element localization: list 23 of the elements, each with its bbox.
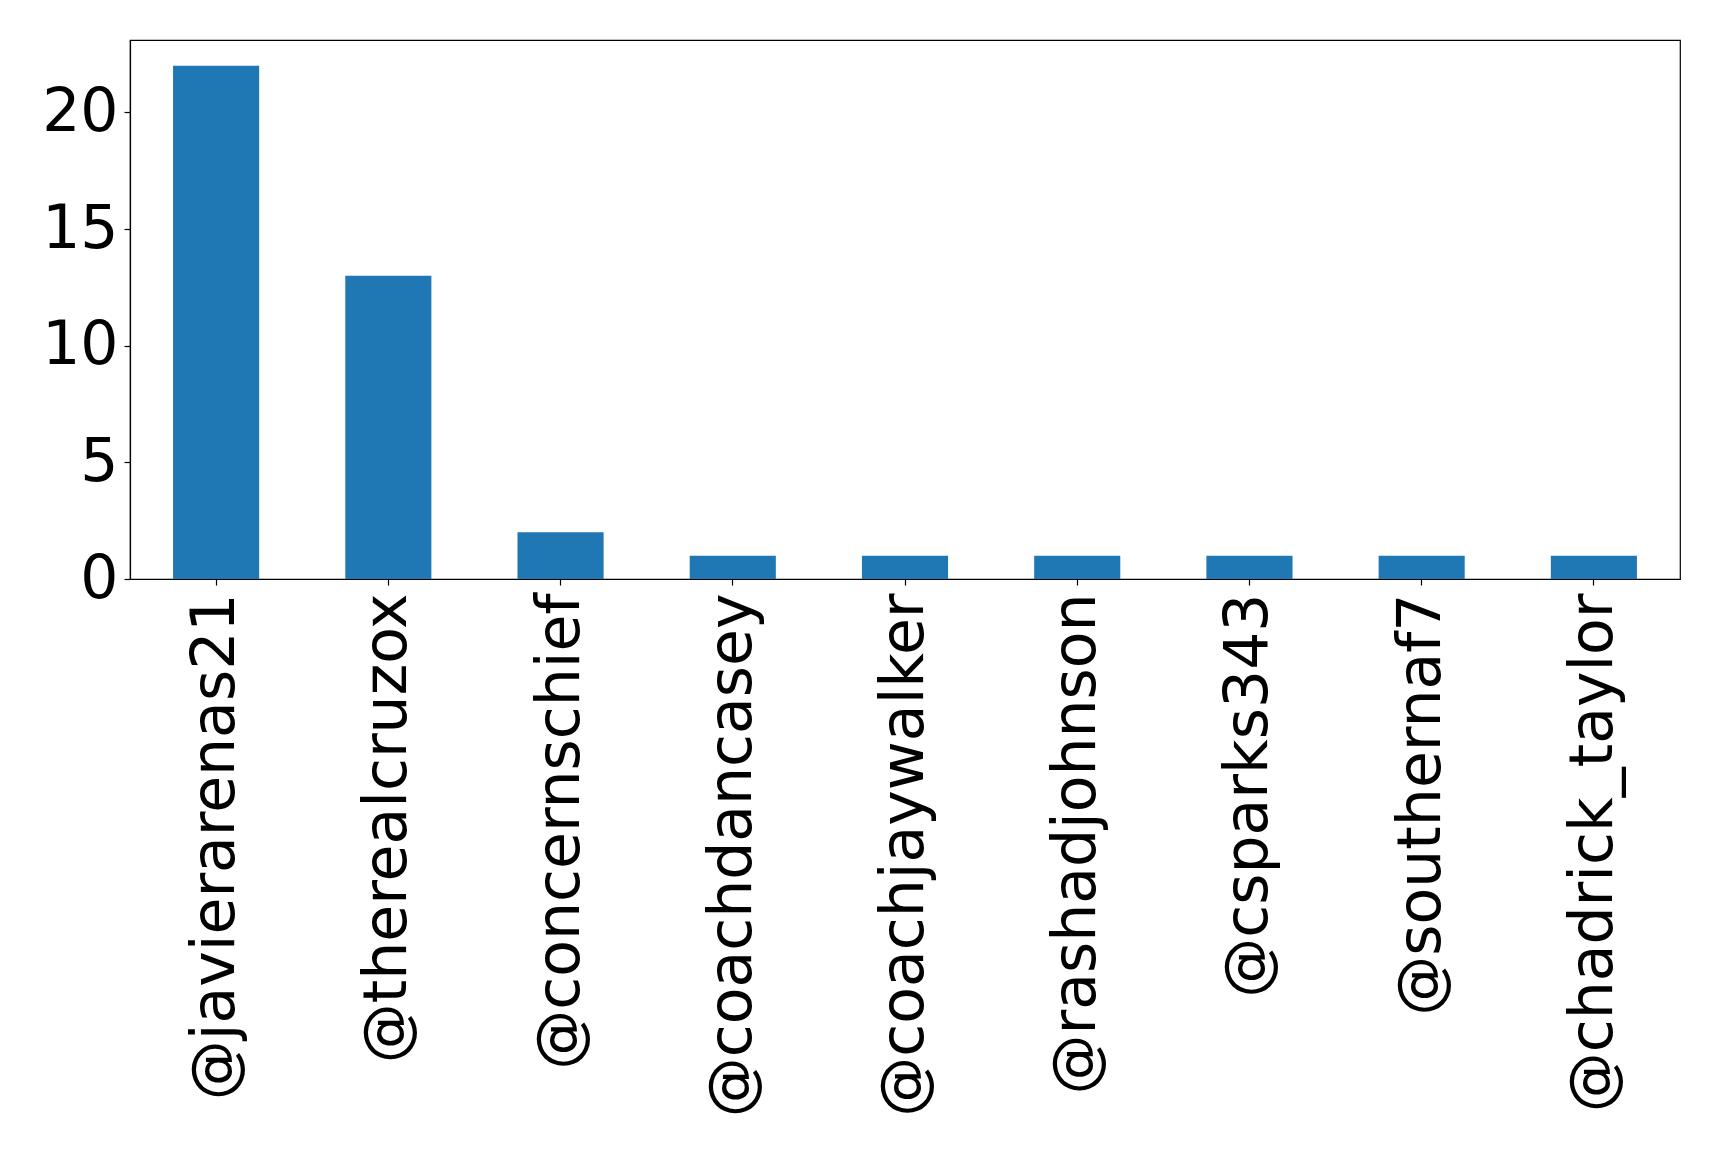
x-tick-label: @concernschief — [522, 591, 593, 1070]
bar — [1550, 555, 1637, 579]
x-tick-label: @coachdancasey — [694, 593, 765, 1118]
bar — [1378, 555, 1465, 579]
x-tick-label: @chadrick_taylor — [1555, 593, 1626, 1113]
bar — [689, 555, 776, 579]
x-tick-label: @csparks343 — [1211, 593, 1282, 998]
bar — [173, 65, 260, 579]
y-tick-label: 5 — [80, 424, 119, 495]
y-tick-label: 15 — [42, 191, 119, 262]
bar — [517, 532, 604, 579]
x-tick-label: @coachjaywalker — [867, 593, 937, 1117]
y-tick-label: 20 — [42, 74, 119, 145]
bar — [861, 555, 949, 579]
y-tick-label: 0 — [80, 541, 119, 612]
bar — [1206, 555, 1293, 579]
bar — [345, 275, 432, 579]
bar — [1034, 555, 1121, 579]
x-tick-label: @rashadjohnson — [1039, 593, 1110, 1095]
x-tick-label: @therealcruzox — [350, 593, 421, 1064]
x-tick-label: @southernaf7 — [1383, 593, 1454, 1016]
x-tick-label: @javierarenas21 — [178, 593, 249, 1101]
y-tick-label: 10 — [42, 308, 119, 379]
